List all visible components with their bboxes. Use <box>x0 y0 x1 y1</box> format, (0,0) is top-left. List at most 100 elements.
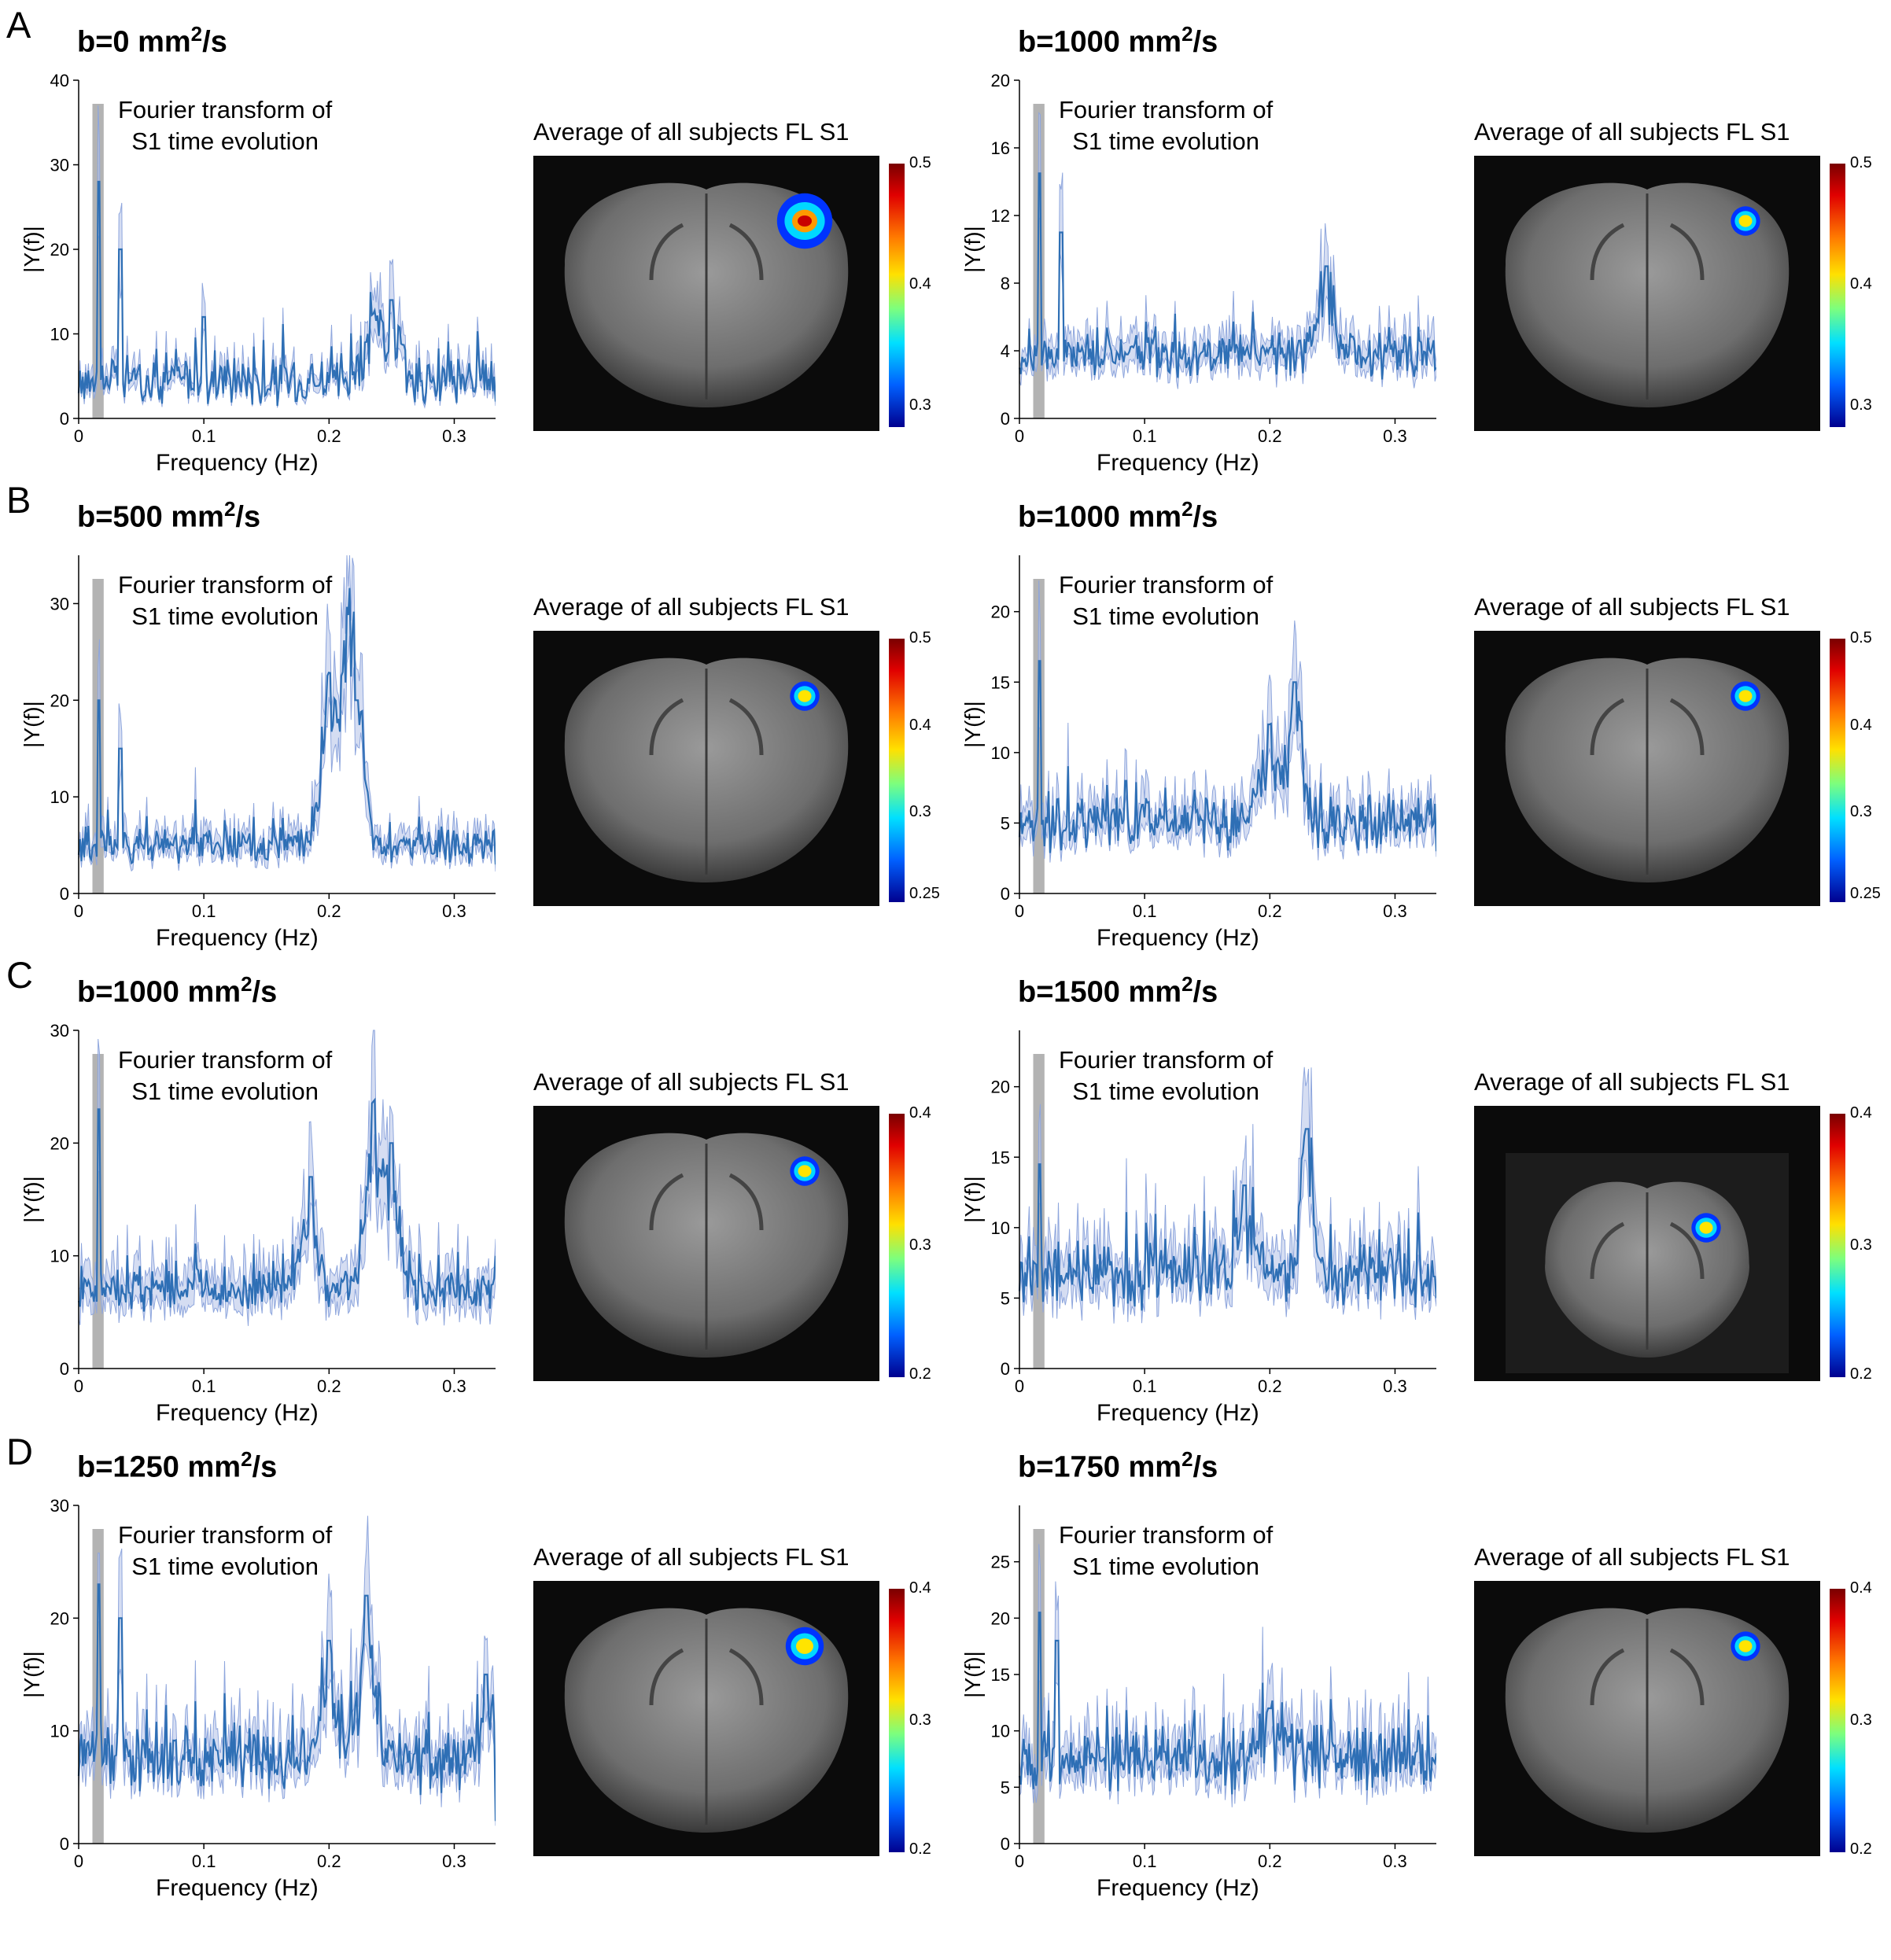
panel-6-title: b=1500 mm2/s <box>1018 972 1218 1010</box>
panel-2-ytick-label: 16 <box>991 138 1010 158</box>
panel-3-title-text: b=500 mm <box>77 500 224 534</box>
panel-8-xtick-label: 0.3 <box>1383 1851 1407 1871</box>
panel-8-xtick-label: 0.1 <box>1133 1851 1157 1871</box>
panel-4-ft-line1: Fourier transform of <box>1059 571 1274 599</box>
panel-4-ytick-label: 0 <box>1001 884 1010 904</box>
panel-3-ylabel: |Y(f)| <box>20 701 44 748</box>
panel-5-activation-inner <box>798 1165 812 1177</box>
panel-8-ytick-label: 5 <box>1001 1778 1010 1797</box>
panel-8-ft-line1: Fourier transform of <box>1059 1521 1274 1549</box>
panel-4-series-line <box>1018 660 1436 853</box>
panel-3-ytick-label: 10 <box>50 787 69 807</box>
panel-5-title-sup: 2 <box>241 972 253 996</box>
panel-6-brain-image <box>1474 1106 1820 1381</box>
panel-5-colorbar <box>889 1114 905 1377</box>
row-label-b: B <box>6 479 31 521</box>
panel-4-xtick-label: 0.3 <box>1383 901 1407 921</box>
panel-4-colorbar <box>1830 639 1845 902</box>
panel-5-ylabel: |Y(f)| <box>20 1176 44 1223</box>
panel-5-ytick-label: 10 <box>50 1247 69 1266</box>
panel-6-brain-svg <box>1506 1153 1789 1373</box>
panel-8-brain-ventricle-right <box>1669 1648 1705 1706</box>
panel-2-colorbar-tick: 0.4 <box>1850 275 1872 293</box>
panel-5-ft-line2: S1 time evolution <box>131 1078 319 1105</box>
panel-3-ft-line1: Fourier transform of <box>118 571 333 599</box>
panel-1-ft-line1: Fourier transform of <box>118 96 333 123</box>
panel-6-ft-line2: S1 time evolution <box>1072 1078 1259 1105</box>
panel-5-avg-label: Average of all subjects FL S1 <box>533 1068 850 1096</box>
panel-3-ft-line2: S1 time evolution <box>131 602 319 630</box>
panel-8-colorbar-tick: 0.3 <box>1850 1711 1872 1729</box>
panel-5-brain-ventricle-left <box>649 1173 684 1231</box>
panel-2-ytick-label: 4 <box>1001 341 1010 361</box>
panel-5-title: b=1000 mm2/s <box>77 972 277 1010</box>
panel-7-ft-line2: S1 time evolution <box>131 1553 319 1580</box>
panel-6-brain-ventricle-left <box>1590 1221 1625 1280</box>
panel-1-title-unit: /s <box>202 25 227 59</box>
panel-3-brain-ventricle-left <box>649 698 684 756</box>
panel-2-brain-ventricle-left <box>1590 223 1625 281</box>
panel-4-xtick-label: 0.2 <box>1258 901 1282 921</box>
panel-4-title: b=1000 mm2/s <box>1018 497 1218 535</box>
panel-4-brain-ventricle-left <box>1590 698 1625 756</box>
panel-1-xtick-label: 0 <box>74 426 83 446</box>
panel-4-title-unit: /s <box>1192 500 1218 534</box>
panel-1-ytick-label: 20 <box>50 240 69 260</box>
panel-1-xtick-label: 0.1 <box>192 426 216 446</box>
panel-6-title-unit: /s <box>1192 975 1218 1009</box>
panel-7-title: b=1250 mm2/s <box>77 1447 277 1485</box>
panel-1-brain-ventricle-right <box>728 223 764 281</box>
panel-6-xtick-label: 0.3 <box>1383 1376 1407 1396</box>
panel-3-ytick-label: 30 <box>50 594 69 613</box>
panel-3-xtick-label: 0.3 <box>442 901 466 921</box>
panel-2-colorbar-tick: 0.3 <box>1850 396 1872 414</box>
panel-1-colorbar-tick: 0.3 <box>909 396 931 414</box>
panel-6-title-sup: 2 <box>1181 972 1193 996</box>
panel-2-brain-svg <box>1505 182 1790 407</box>
panel-2-xtick-label: 0.3 <box>1383 426 1407 446</box>
panel-8-title-sup: 2 <box>1181 1447 1193 1471</box>
panel-1-brain-svg <box>564 182 849 407</box>
panel-7-ytick-label: 30 <box>50 1496 69 1516</box>
panel-2-ft-label: Fourier transform of S1 time evolution <box>1059 94 1273 157</box>
panel-1-title-sup: 2 <box>190 22 203 46</box>
panel-8-ytick-label: 20 <box>991 1608 1010 1628</box>
panel-7-xtick-label: 0 <box>74 1851 83 1871</box>
panel-3-brain-ventricle-right <box>728 698 764 756</box>
panel-6-colorbar <box>1830 1114 1845 1377</box>
panel-2-ytick-label: 12 <box>991 206 1010 226</box>
panel-8-brain-image <box>1474 1581 1820 1856</box>
panel-7-colorbar <box>889 1589 905 1852</box>
panel-1-brain-image <box>533 156 879 431</box>
panel-2-colorbar <box>1830 164 1845 427</box>
panel-8-colorbar-tick: 0.4 <box>1850 1579 1872 1597</box>
panel-2-brain-ventricle-right <box>1669 223 1705 281</box>
panel-2-activation-inner <box>1738 215 1753 227</box>
panel-7-title-unit: /s <box>252 1450 278 1484</box>
panel-7-colorbar-tick: 0.4 <box>909 1579 931 1597</box>
panel-5-spectrum-chart: 0 0.1 0.2 0.3 0 10 20 30 Frequency (Hz) |Y(f)| <box>20 1021 496 1426</box>
panel-3-title-unit: /s <box>235 500 261 534</box>
panel-5-brain-svg <box>564 1133 849 1358</box>
row-label-a: A <box>6 4 31 46</box>
panel-5-xtick-label: 0.3 <box>442 1376 466 1396</box>
panel-6-colorbar-tick: 0.2 <box>1850 1365 1872 1383</box>
panel-7-brain-ventricle-left <box>649 1648 684 1706</box>
panel-8-ytick-label: 10 <box>991 1722 1010 1741</box>
panel-3-xlabel: Frequency (Hz) <box>156 925 319 951</box>
panel-7-avg-label: Average of all subjects FL S1 <box>533 1543 850 1571</box>
panel-1-avg-label: Average of all subjects FL S1 <box>533 118 850 146</box>
panel-4-colorbar-tick: 0.5 <box>1850 629 1872 647</box>
panel-6-ylabel: |Y(f)| <box>960 1176 985 1223</box>
panel-8-ft-line2: S1 time evolution <box>1072 1553 1259 1580</box>
panel-7-brain-image <box>533 1581 879 1856</box>
panel-3-ft-label: Fourier transform of S1 time evolution <box>118 569 332 632</box>
panel-2-ytick-label: 8 <box>1001 274 1010 293</box>
panel-7-title-sup: 2 <box>241 1447 253 1471</box>
panel-1-brain-ventricle-left <box>649 223 684 281</box>
panel-7-spectrum-chart: 0 0.1 0.2 0.3 0 10 20 30 Frequency (Hz) |Y(f)| <box>20 1496 496 1901</box>
panel-7-colorbar-tick: 0.2 <box>909 1840 931 1858</box>
panel-6-ytick-label: 20 <box>991 1078 1010 1097</box>
panel-7-activation-inner <box>796 1638 813 1654</box>
panel-1-colorbar <box>889 164 905 427</box>
